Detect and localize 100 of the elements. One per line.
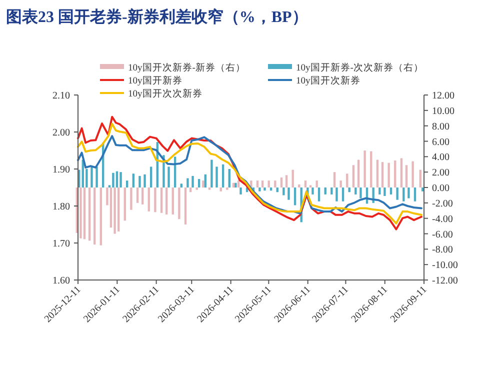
y2-tick-label: 12.00: [432, 90, 454, 102]
bar: [388, 162, 390, 188]
bar: [198, 179, 200, 188]
y-tick-label: 2.00: [52, 128, 70, 138]
bar: [357, 160, 360, 188]
bar: [370, 151, 372, 188]
bar: [93, 188, 96, 245]
legend-label: 10y国开次次新券: [128, 88, 202, 100]
y2-tick-label: 0.00: [432, 183, 450, 194]
legend-label: 10y国开次新券: [296, 74, 360, 86]
y2-tick-label: -10.00: [432, 260, 458, 272]
bar: [419, 170, 422, 188]
bar: [264, 188, 266, 191]
bar: [342, 188, 344, 202]
bar: [228, 169, 230, 188]
bar: [285, 175, 288, 188]
bar: [384, 188, 386, 196]
y2-tick-label: 6.00: [432, 136, 450, 148]
y2-tick-label: 8.00: [432, 121, 450, 132]
bar: [83, 188, 86, 240]
bar: [116, 171, 118, 188]
bar: [256, 180, 259, 188]
bar: [421, 188, 424, 192]
bar: [237, 180, 240, 188]
y2-tick-label: -8.00: [432, 244, 453, 256]
bar: [364, 150, 366, 188]
bar: [114, 188, 116, 234]
bar: [178, 188, 180, 220]
bar: [124, 188, 126, 221]
bar: [360, 188, 362, 198]
y2-tick-label: -6.00: [432, 229, 453, 240]
bar: [348, 188, 350, 192]
bar: [144, 174, 146, 188]
bar: [216, 166, 218, 188]
bar: [408, 188, 410, 198]
bar: [234, 182, 237, 188]
y-tick-label: 1.90: [52, 164, 70, 176]
bar: [312, 188, 314, 194]
bar: [136, 188, 139, 203]
bar: [148, 188, 150, 212]
line-series: [77, 135, 422, 214]
bar: [333, 172, 336, 188]
y-tick-label: 1.70: [52, 238, 70, 250]
y2-tick-label: -12.00: [432, 276, 458, 286]
bar: [204, 174, 206, 188]
bar: [88, 188, 91, 241]
legend-label: 10y国开新券-次次新券（右）: [296, 62, 424, 74]
bar: [180, 184, 182, 188]
bar: [316, 180, 318, 188]
bar: [117, 188, 120, 232]
bar: [280, 177, 283, 188]
bar: [220, 188, 222, 192]
bar: [80, 188, 82, 238]
bar: [210, 160, 213, 188]
bar: [186, 178, 189, 188]
bar: [330, 188, 333, 194]
bar: [138, 176, 141, 188]
bar: [381, 162, 384, 188]
bar: [282, 188, 285, 196]
y2-tick-label: 4.00: [432, 152, 450, 164]
y2-tick-label: -4.00: [432, 214, 453, 225]
bar: [405, 165, 408, 188]
bar: [165, 188, 168, 214]
bar: [90, 166, 93, 188]
y2-tick-label: 10.00: [432, 106, 454, 117]
bar: [292, 170, 294, 188]
bar: [112, 172, 114, 188]
bar: [261, 180, 264, 188]
bar: [354, 188, 357, 194]
y2-tick-label: -2.00: [432, 198, 453, 210]
bar: [340, 180, 342, 188]
chart-title: 图表23 国开老券-新券利差收窄（%，BP）: [6, 8, 308, 26]
bar: [390, 188, 392, 194]
bar: [150, 166, 152, 188]
bar: [412, 161, 414, 188]
bar: [324, 188, 326, 194]
bar: [376, 160, 379, 188]
bar: [192, 176, 194, 188]
bar: [222, 164, 224, 188]
bar: [394, 160, 396, 188]
bar: [288, 188, 290, 200]
legend-label: 10y国开次新券-新券（右）: [128, 62, 246, 74]
bar: [172, 188, 174, 214]
bar: [318, 188, 320, 202]
bar: [346, 174, 348, 188]
bar: [402, 188, 405, 202]
bar: [154, 188, 156, 212]
bar: [184, 188, 187, 224]
bar: [168, 166, 170, 188]
y-tick-label: 2.10: [52, 90, 70, 102]
bar: [126, 180, 128, 188]
legend-label: 10y国开新券: [128, 74, 182, 86]
bar: [304, 180, 307, 188]
y2-tick-label: 2.00: [432, 168, 450, 179]
bar: [160, 188, 163, 213]
bar: [274, 180, 276, 188]
bar: [294, 188, 296, 206]
bar: [396, 188, 398, 200]
bar: [132, 174, 134, 188]
bar: [352, 165, 355, 188]
